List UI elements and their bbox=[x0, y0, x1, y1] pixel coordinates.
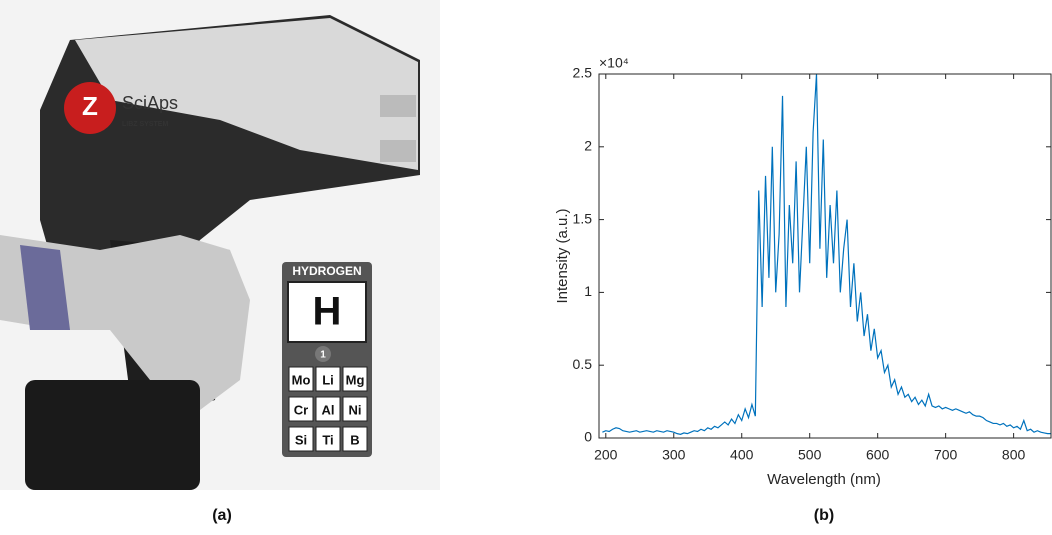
x-tick-label: 300 bbox=[662, 447, 686, 463]
element-tile bbox=[342, 426, 368, 452]
logo bbox=[64, 82, 116, 134]
y-tick-label: 1.5 bbox=[573, 210, 593, 226]
element-symbol: Mg bbox=[346, 372, 365, 387]
element-symbol: Li bbox=[322, 372, 334, 387]
x-tick-label: 700 bbox=[934, 447, 958, 463]
element-symbol: Ti bbox=[322, 432, 333, 447]
model: LIBZ SYSTEM bbox=[122, 121, 168, 128]
spectrum-line bbox=[602, 74, 1051, 435]
element-symbol: Cr bbox=[294, 402, 308, 417]
panel-label: (b) bbox=[814, 507, 834, 524]
device-port bbox=[380, 140, 416, 162]
element-tile bbox=[315, 396, 341, 422]
element-tile bbox=[315, 366, 341, 392]
y-axis-label: Intensity (a.u.) bbox=[554, 208, 571, 303]
element-tile bbox=[288, 396, 314, 422]
element-symbol: B bbox=[350, 432, 359, 447]
element-symbol: Ni bbox=[349, 402, 362, 417]
element-tile bbox=[342, 366, 368, 392]
badge-number: 1 bbox=[320, 350, 326, 361]
element-symbol: Si bbox=[295, 432, 307, 447]
device-port bbox=[380, 95, 416, 117]
y-tick-label: 0 bbox=[584, 429, 592, 445]
brand: SciAps bbox=[122, 93, 178, 113]
badge: HYDROGEN H 1 Mo Li Mg Cr Al Ni Si Ti B bbox=[282, 262, 372, 457]
panel-label: (a) bbox=[212, 507, 232, 524]
element-tile bbox=[342, 396, 368, 422]
x-tick-label: 800 bbox=[1002, 447, 1026, 463]
plot-frame bbox=[598, 73, 1052, 439]
y-tick-label: 1 bbox=[584, 283, 592, 299]
element-tile bbox=[315, 426, 341, 452]
x-axis-label: Wavelength (nm) bbox=[767, 471, 881, 488]
element-symbol: Al bbox=[322, 402, 335, 417]
x-tick-label: 500 bbox=[798, 447, 822, 463]
x-tick-label: 400 bbox=[730, 447, 754, 463]
device-top bbox=[75, 18, 418, 170]
y-tick-label: 0.5 bbox=[573, 356, 593, 372]
glove-cuff bbox=[20, 245, 70, 330]
element-symbol: Mo bbox=[292, 372, 311, 387]
badge-title: HYDROGEN bbox=[292, 264, 361, 278]
x-tick-label: 600 bbox=[866, 447, 890, 463]
element-tile bbox=[288, 426, 314, 452]
logo-letter: Z bbox=[82, 91, 98, 121]
x-tick-label: 200 bbox=[594, 447, 618, 463]
battery bbox=[25, 380, 200, 490]
badge-symbol: H bbox=[313, 290, 342, 334]
y-tick-label: 2 bbox=[584, 138, 592, 154]
element-tile bbox=[288, 366, 314, 392]
photo: Z SciAps LIBZ SYSTEM HYDROGEN H 1 Mo Li Mg… bbox=[0, 0, 440, 490]
y-tick-label: 2.5 bbox=[573, 65, 593, 81]
y-multiplier: ×10⁴ bbox=[599, 55, 629, 71]
